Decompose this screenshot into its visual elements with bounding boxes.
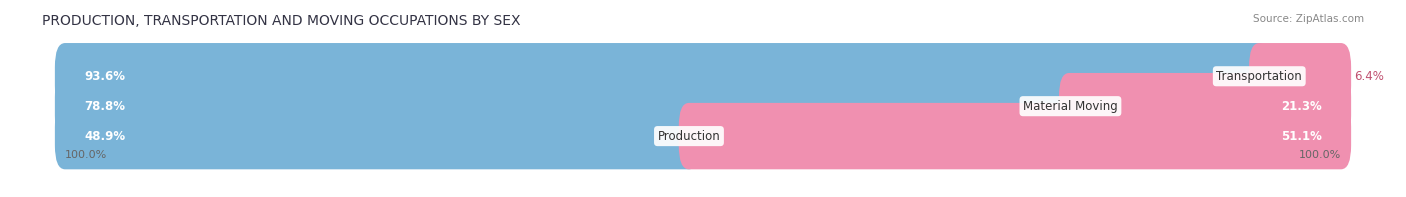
FancyBboxPatch shape [55, 43, 1270, 110]
Text: Production: Production [658, 130, 720, 143]
Text: 78.8%: 78.8% [84, 100, 125, 113]
FancyBboxPatch shape [55, 73, 1081, 139]
Text: 21.3%: 21.3% [1281, 100, 1322, 113]
FancyBboxPatch shape [1059, 73, 1351, 139]
FancyBboxPatch shape [55, 103, 1351, 169]
Text: 93.6%: 93.6% [84, 70, 125, 83]
Text: Transportation: Transportation [1216, 70, 1302, 83]
Text: Source: ZipAtlas.com: Source: ZipAtlas.com [1253, 14, 1364, 24]
Text: 48.9%: 48.9% [84, 130, 125, 143]
FancyBboxPatch shape [679, 103, 1351, 169]
Text: 6.4%: 6.4% [1354, 70, 1384, 83]
FancyBboxPatch shape [55, 73, 1351, 139]
FancyBboxPatch shape [1249, 43, 1351, 110]
FancyBboxPatch shape [55, 43, 1351, 110]
FancyBboxPatch shape [55, 103, 699, 169]
Text: 100.0%: 100.0% [1299, 150, 1341, 160]
Text: 100.0%: 100.0% [65, 150, 107, 160]
Text: PRODUCTION, TRANSPORTATION AND MOVING OCCUPATIONS BY SEX: PRODUCTION, TRANSPORTATION AND MOVING OC… [42, 14, 520, 28]
Text: 51.1%: 51.1% [1281, 130, 1322, 143]
Text: Material Moving: Material Moving [1024, 100, 1118, 113]
